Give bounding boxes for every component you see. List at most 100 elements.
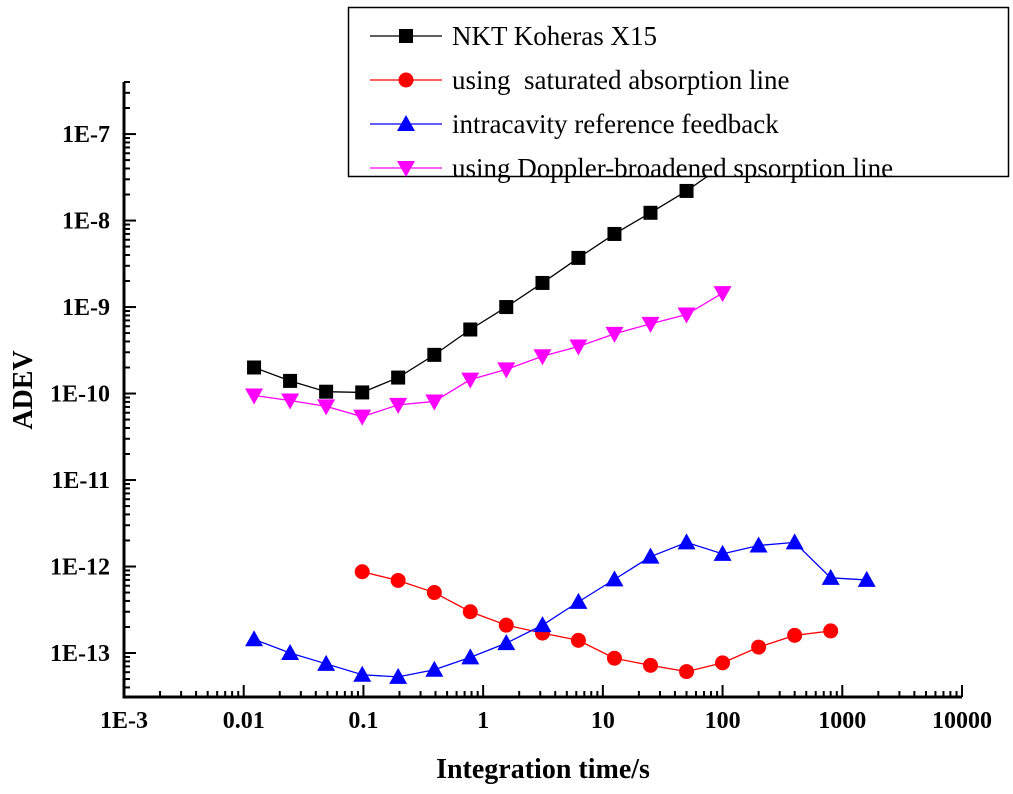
data-point-triangle-down <box>497 362 516 379</box>
data-point-triangle-up <box>317 654 336 671</box>
data-point-square <box>355 385 370 400</box>
x-tick-label: 100 <box>705 708 741 734</box>
data-point-triangle-down <box>569 339 588 356</box>
series-layer <box>245 158 876 684</box>
data-point-square <box>427 347 442 362</box>
data-point-square <box>247 360 262 375</box>
legend-box <box>347 6 1010 178</box>
data-point-triangle-down <box>281 393 300 410</box>
data-point-triangle-up <box>857 570 876 587</box>
data-point-triangle-up <box>569 592 588 609</box>
data-point-circle <box>390 572 406 588</box>
y-tick-label: 1E-13 <box>50 641 110 667</box>
x-ticks: 1E-3 0.01 0.1 1 10 100 1000 10000 <box>100 685 992 734</box>
y-tick-label: 1E-7 <box>62 122 110 148</box>
legend-item: NKT Koheras X15 <box>370 21 657 51</box>
legend-marker-circle <box>398 72 414 88</box>
legend-item: using Doppler-broadened spsorption line <box>370 153 893 183</box>
x-tick-label: 0.1 <box>348 708 378 734</box>
data-point-square <box>535 275 550 290</box>
data-point-square <box>679 183 694 198</box>
legend-marker-triangle-down <box>397 161 415 177</box>
data-point-square <box>391 370 406 385</box>
data-point-triangle-up <box>677 533 696 550</box>
data-point-triangle-up <box>425 660 444 677</box>
data-point-triangle-up <box>533 616 552 633</box>
data-point-circle <box>462 604 478 620</box>
data-point-circle <box>679 664 695 680</box>
data-point-circle <box>787 627 803 643</box>
data-point-triangle-up <box>713 544 732 561</box>
legend-marker-square <box>399 29 413 43</box>
data-point-triangle-down <box>605 326 624 343</box>
data-point-circle <box>498 617 514 633</box>
x-tick-label: 10 <box>591 708 615 734</box>
data-point-square <box>319 384 334 399</box>
legend-item: using saturated absorption line <box>370 65 789 95</box>
x-tick-label: 1000 <box>818 708 866 734</box>
x-tick-label: 1 <box>477 708 489 734</box>
data-point-triangle-up <box>785 533 804 550</box>
legend-item: intracavity reference feedback <box>370 109 779 139</box>
data-point-triangle-down <box>713 286 732 303</box>
data-point-circle <box>570 632 586 648</box>
legend: NKT Koheras X15 using saturated absorptio… <box>347 6 1010 183</box>
x-tick-label: 0.01 <box>223 708 265 734</box>
y-axis-title: ADEV <box>8 350 39 429</box>
y-tick-label: 1E-11 <box>51 468 110 494</box>
x-tick-label: 1E-3 <box>100 708 148 734</box>
x-axis-title: Integration time/s <box>436 754 650 785</box>
y-tick-label: 1E-9 <box>62 295 110 321</box>
data-point-circle <box>823 623 839 639</box>
data-point-circle <box>354 564 370 580</box>
series-line <box>253 541 867 678</box>
data-point-triangle-down <box>533 349 552 366</box>
series-line <box>253 165 723 394</box>
data-point-triangle-down <box>641 316 660 333</box>
data-point-triangle-down <box>677 307 696 324</box>
legend-label: NKT Koheras X15 <box>452 21 657 51</box>
data-point-triangle-up <box>821 568 840 585</box>
data-point-triangle-down <box>353 409 372 426</box>
legend-label: using Doppler-broadened spsorption line <box>452 153 893 183</box>
data-point-square <box>283 373 298 388</box>
y-tick-label: 1E-12 <box>50 555 110 581</box>
data-point-triangle-up <box>461 648 480 665</box>
y-tick-label: 1E-10 <box>50 382 110 408</box>
data-point-square <box>463 322 478 337</box>
data-point-triangle-up <box>497 634 516 651</box>
data-point-triangle-up <box>749 536 768 553</box>
data-point-triangle-up <box>281 644 300 661</box>
data-point-triangle-down <box>317 399 336 416</box>
axes: 1E-7 1E-8 1E-9 1E-10 1E-11 1E-12 1E-13 1E-3 0.0… <box>50 81 992 734</box>
data-point-triangle-up <box>641 547 660 564</box>
data-point-square <box>643 205 658 220</box>
data-point-triangle-up <box>353 665 372 682</box>
legend-marker-triangle-up <box>397 115 415 131</box>
series-nkt-koheras-x15 <box>247 158 730 400</box>
data-point-triangle-down <box>461 372 480 389</box>
data-point-circle <box>606 650 622 666</box>
data-point-circle <box>715 655 731 671</box>
series-using-doppler-broadened-spsorption-line <box>245 286 732 426</box>
data-point-triangle-up <box>389 667 408 684</box>
data-point-triangle-down <box>425 394 444 411</box>
legend-label: intracavity reference feedback <box>452 109 779 139</box>
data-point-square <box>499 300 514 315</box>
data-point-square <box>607 226 622 241</box>
data-point-triangle-down <box>389 397 408 414</box>
data-point-triangle-down <box>245 388 264 405</box>
y-ticks: 1E-7 1E-8 1E-9 1E-10 1E-11 1E-12 1E-13 <box>50 81 136 689</box>
series-using-saturated-absorption-line <box>354 564 839 680</box>
series-intracavity-reference-feedback <box>245 533 876 684</box>
legend-label: using saturated absorption line <box>452 65 789 95</box>
data-point-triangle-up <box>245 630 264 647</box>
data-point-circle <box>642 657 658 673</box>
data-point-circle <box>751 639 767 655</box>
data-point-circle <box>426 585 442 601</box>
data-point-triangle-up <box>605 570 624 587</box>
y-tick-label: 1E-8 <box>62 209 110 235</box>
data-point-square <box>571 250 586 265</box>
x-tick-label: 10000 <box>932 708 992 734</box>
